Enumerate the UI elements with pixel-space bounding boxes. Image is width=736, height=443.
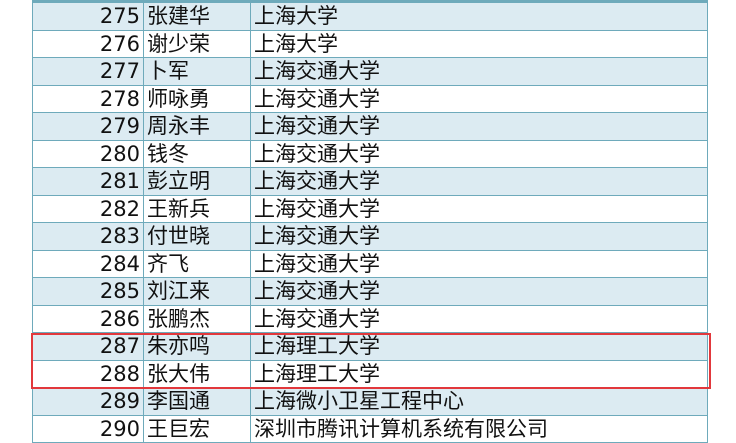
row-number: 279: [32, 112, 144, 141]
table-row: 280 钱冬 上海交通大学: [32, 139, 708, 168]
affiliation: 上海微小卫星工程中心: [250, 387, 708, 416]
row-number: 282: [32, 194, 144, 223]
table-row: 285 刘江来 上海交通大学: [32, 277, 708, 306]
affiliation: 上海交通大学: [250, 304, 708, 333]
affiliation: 上海交通大学: [250, 84, 708, 113]
row-number: 278: [32, 84, 144, 113]
row-number: 286: [32, 304, 144, 333]
person-name: 李国通: [143, 387, 251, 416]
person-name: 张建华: [143, 2, 251, 31]
table-row: 287 朱亦鸣 上海理工大学: [32, 332, 708, 361]
person-name: 张鹏杰: [143, 304, 251, 333]
row-number: 283: [32, 222, 144, 251]
person-name: 刘江来: [143, 277, 251, 306]
row-number: 290: [32, 414, 144, 443]
person-name: 王新兵: [143, 194, 251, 223]
person-name: 朱亦鸣: [143, 332, 251, 361]
table-top-border: [32, 0, 708, 2]
person-name: 王巨宏: [143, 414, 251, 443]
table-row: 279 周永丰 上海交通大学: [32, 112, 708, 141]
affiliation: 上海交通大学: [250, 249, 708, 278]
table-row: 277 卜军 上海交通大学: [32, 57, 708, 86]
affiliation: 上海大学: [250, 29, 708, 58]
table-row: 278 师咏勇 上海交通大学: [32, 84, 708, 113]
row-number: 287: [32, 332, 144, 361]
affiliation: 上海交通大学: [250, 139, 708, 168]
table-row: 288 张大伟 上海理工大学: [32, 359, 708, 388]
person-name: 谢少荣: [143, 29, 251, 58]
table-row: 275 张建华 上海大学: [32, 2, 708, 31]
table-row: 276 谢少荣 上海大学: [32, 29, 708, 58]
row-number: 285: [32, 277, 144, 306]
person-name: 周永丰: [143, 112, 251, 141]
affiliation: 上海大学: [250, 2, 708, 31]
person-name: 付世晓: [143, 222, 251, 251]
person-name: 彭立明: [143, 167, 251, 196]
affiliation: 上海交通大学: [250, 222, 708, 251]
person-name: 卜军: [143, 57, 251, 86]
table-row: 284 齐飞 上海交通大学: [32, 249, 708, 278]
row-number: 289: [32, 387, 144, 416]
row-number: 275: [32, 2, 144, 31]
row-number: 284: [32, 249, 144, 278]
person-name: 钱冬: [143, 139, 251, 168]
row-number: 276: [32, 29, 144, 58]
table-row: 283 付世晓 上海交通大学: [32, 222, 708, 251]
table-row: 282 王新兵 上海交通大学: [32, 194, 708, 223]
affiliation: 上海交通大学: [250, 112, 708, 141]
table-row: 281 彭立明 上海交通大学: [32, 167, 708, 196]
affiliation: 上海交通大学: [250, 57, 708, 86]
roster-table: 275 张建华 上海大学 276 谢少荣 上海大学 277 卜军 上海交通大学 278 师咏勇 上海交…: [32, 2, 708, 443]
row-number: 277: [32, 57, 144, 86]
affiliation: 上海交通大学: [250, 194, 708, 223]
affiliation: 上海交通大学: [250, 277, 708, 306]
row-number: 281: [32, 167, 144, 196]
table-row: 289 李国通 上海微小卫星工程中心: [32, 387, 708, 416]
row-number: 288: [32, 359, 144, 388]
table-row: 290 王巨宏 深圳市腾讯计算机系统有限公司: [32, 414, 708, 443]
affiliation: 上海交通大学: [250, 167, 708, 196]
affiliation: 上海理工大学: [250, 359, 708, 388]
affiliation: 上海理工大学: [250, 332, 708, 361]
row-number: 280: [32, 139, 144, 168]
table-row: 286 张鹏杰 上海交通大学: [32, 304, 708, 333]
affiliation: 深圳市腾讯计算机系统有限公司: [250, 414, 708, 443]
person-name: 齐飞: [143, 249, 251, 278]
person-name: 师咏勇: [143, 84, 251, 113]
person-name: 张大伟: [143, 359, 251, 388]
